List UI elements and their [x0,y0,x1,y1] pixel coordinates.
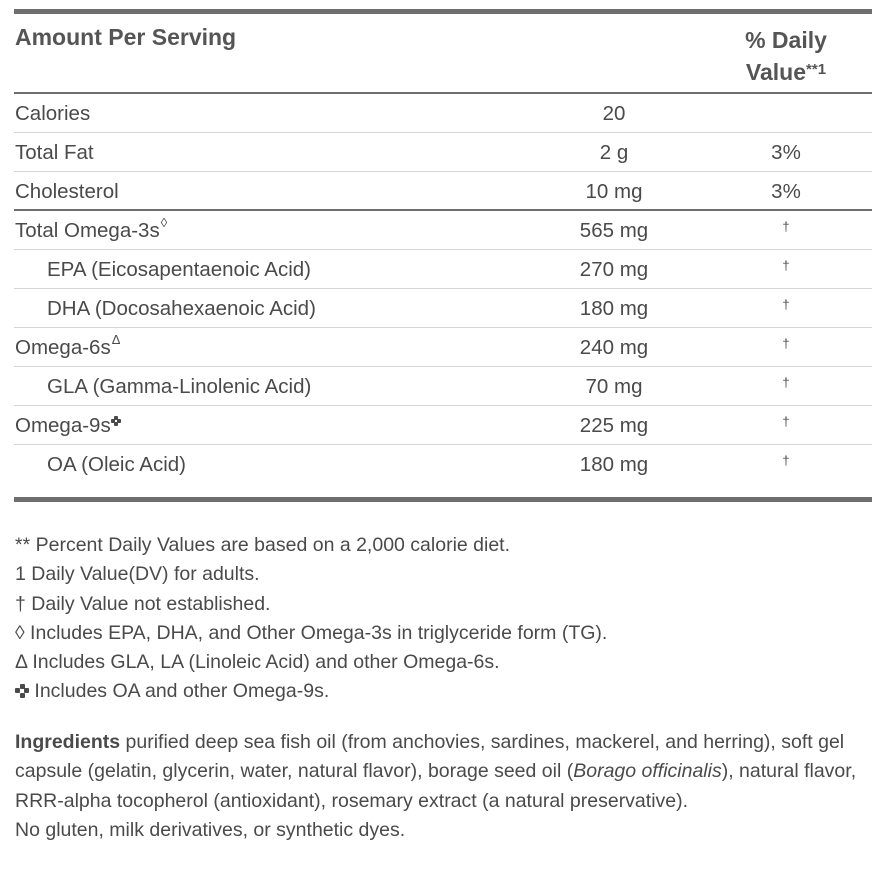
table-row: DHA (Docosahexaenoic Acid) 180 mg † [14,289,872,328]
ingredients-text: purified deep sea fish oil (from anchovi… [15,731,845,783]
daily-value-marker: **1 [806,61,827,78]
nutrient-name: OA (Oleic Acid) [47,453,186,476]
nutrient-name: GLA (Gamma-Linolenic Acid) [47,375,312,398]
daily-value-heading: % Daily Value**1 [738,24,834,88]
nutrient-daily-value: † [782,414,790,429]
ingredients-label: Ingredients [15,731,121,753]
table-row: GLA (Gamma-Linolenic Acid) 70 mg † [14,367,872,406]
header-rule [14,92,872,94]
nutrient-amount: 2 g [599,141,629,164]
nutrient-name-text: Omega-9s [15,414,111,437]
ingredients-paragraph: Ingredients purified deep sea fish oil (… [15,728,865,816]
nutrient-amount: 270 mg [579,258,649,281]
bottom-rule [14,497,872,502]
nutrient-amount: 10 mg [585,180,643,203]
nutrient-daily-value: † [782,258,790,273]
nutrient-daily-value: † [782,336,790,351]
allergen-note: No gluten, milk derivatives, or syntheti… [15,818,406,841]
nutrient-name-text: Total Omega-3s [15,219,160,242]
nutrient-marker: ◊ [160,215,168,230]
nutrient-marker: Δ [111,332,121,347]
footnote-text: Includes OA and other Omega-9s. [34,680,330,703]
nutrient-name: Calories [15,102,91,125]
nutrient-name: EPA (Eicosapentaenoic Acid) [47,258,311,281]
four-dot-cross-icon [110,416,121,426]
nutrient-name: Cholesterol [15,180,119,203]
nutrient-daily-value: † [782,453,790,468]
table-row: OA (Oleic Acid) 180 mg † [14,445,872,483]
nutrient-daily-value: 3% [771,180,801,203]
table-row: Calories 20 [14,94,872,133]
nutrient-amount: 70 mg [585,375,643,398]
footnote: † Daily Value not established. [15,592,271,615]
footnote: Δ Includes GLA, LA (Linoleic Acid) and o… [15,651,500,674]
nutrient-name: DHA (Docosahexaenoic Acid) [47,297,316,320]
footnote: ** Percent Daily Values are based on a 2… [15,534,511,556]
nutrient-amount: 180 mg [579,297,649,320]
nutrient-amount: 225 mg [579,414,649,437]
footnote: ◊ Includes EPA, DHA, and Other Omega-3s … [15,621,608,644]
nutrient-daily-value: † [782,219,790,234]
nutrient-daily-value: † [782,297,790,312]
top-rule [14,9,872,14]
table-row: Total Fat 2 g 3% [14,133,872,172]
daily-value-heading-line2: Value [745,59,807,85]
nutrient-name: Total Omega-3s◊ [15,215,167,243]
table-row: Omega-9s 225 mg † [14,406,872,445]
ingredients-section: Ingredients purified deep sea fish oil (… [15,728,865,845]
nutrient-amount: 240 mg [579,336,649,359]
ingredients-italic: Borago officinalis [573,760,722,783]
nutrient-rows: Calories 20 Total Fat 2 g 3% Cholesterol… [14,94,872,483]
daily-value-heading-line1: % Daily [745,27,827,53]
nutrient-name: Omega-6sΔ [15,332,120,360]
nutrient-daily-value: † [782,375,790,390]
footnote: 1 Daily Value(DV) for adults. [15,563,260,586]
table-header: Amount Per Serving % Daily Value**1 [14,24,872,90]
footnote: Includes OA and other Omega-9s. [15,677,873,706]
table-row: Total Omega-3s◊ 565 mg † [14,211,872,250]
four-dot-cross-icon [15,683,29,698]
table-row: Omega-6sΔ 240 mg † [14,328,872,367]
nutrient-name: Total Fat [15,141,94,164]
nutrient-amount: 565 mg [579,219,649,242]
footnotes: ** Percent Daily Values are based on a 2… [15,531,873,707]
amount-per-serving-heading: Amount Per Serving [15,24,237,50]
ingredients-text: ), natural flavor, RRR-alpha tocopherol … [15,760,857,812]
nutrient-amount: 180 mg [579,453,649,476]
table-row: EPA (Eicosapentaenoic Acid) 270 mg † [14,250,872,289]
nutrient-name: Omega-9s [15,414,121,438]
table-row: Cholesterol 10 mg 3% [14,172,872,211]
nutrient-daily-value: 3% [771,141,801,164]
nutrient-amount: 20 [602,102,626,125]
nutrient-name-text: Omega-6s [15,336,111,359]
